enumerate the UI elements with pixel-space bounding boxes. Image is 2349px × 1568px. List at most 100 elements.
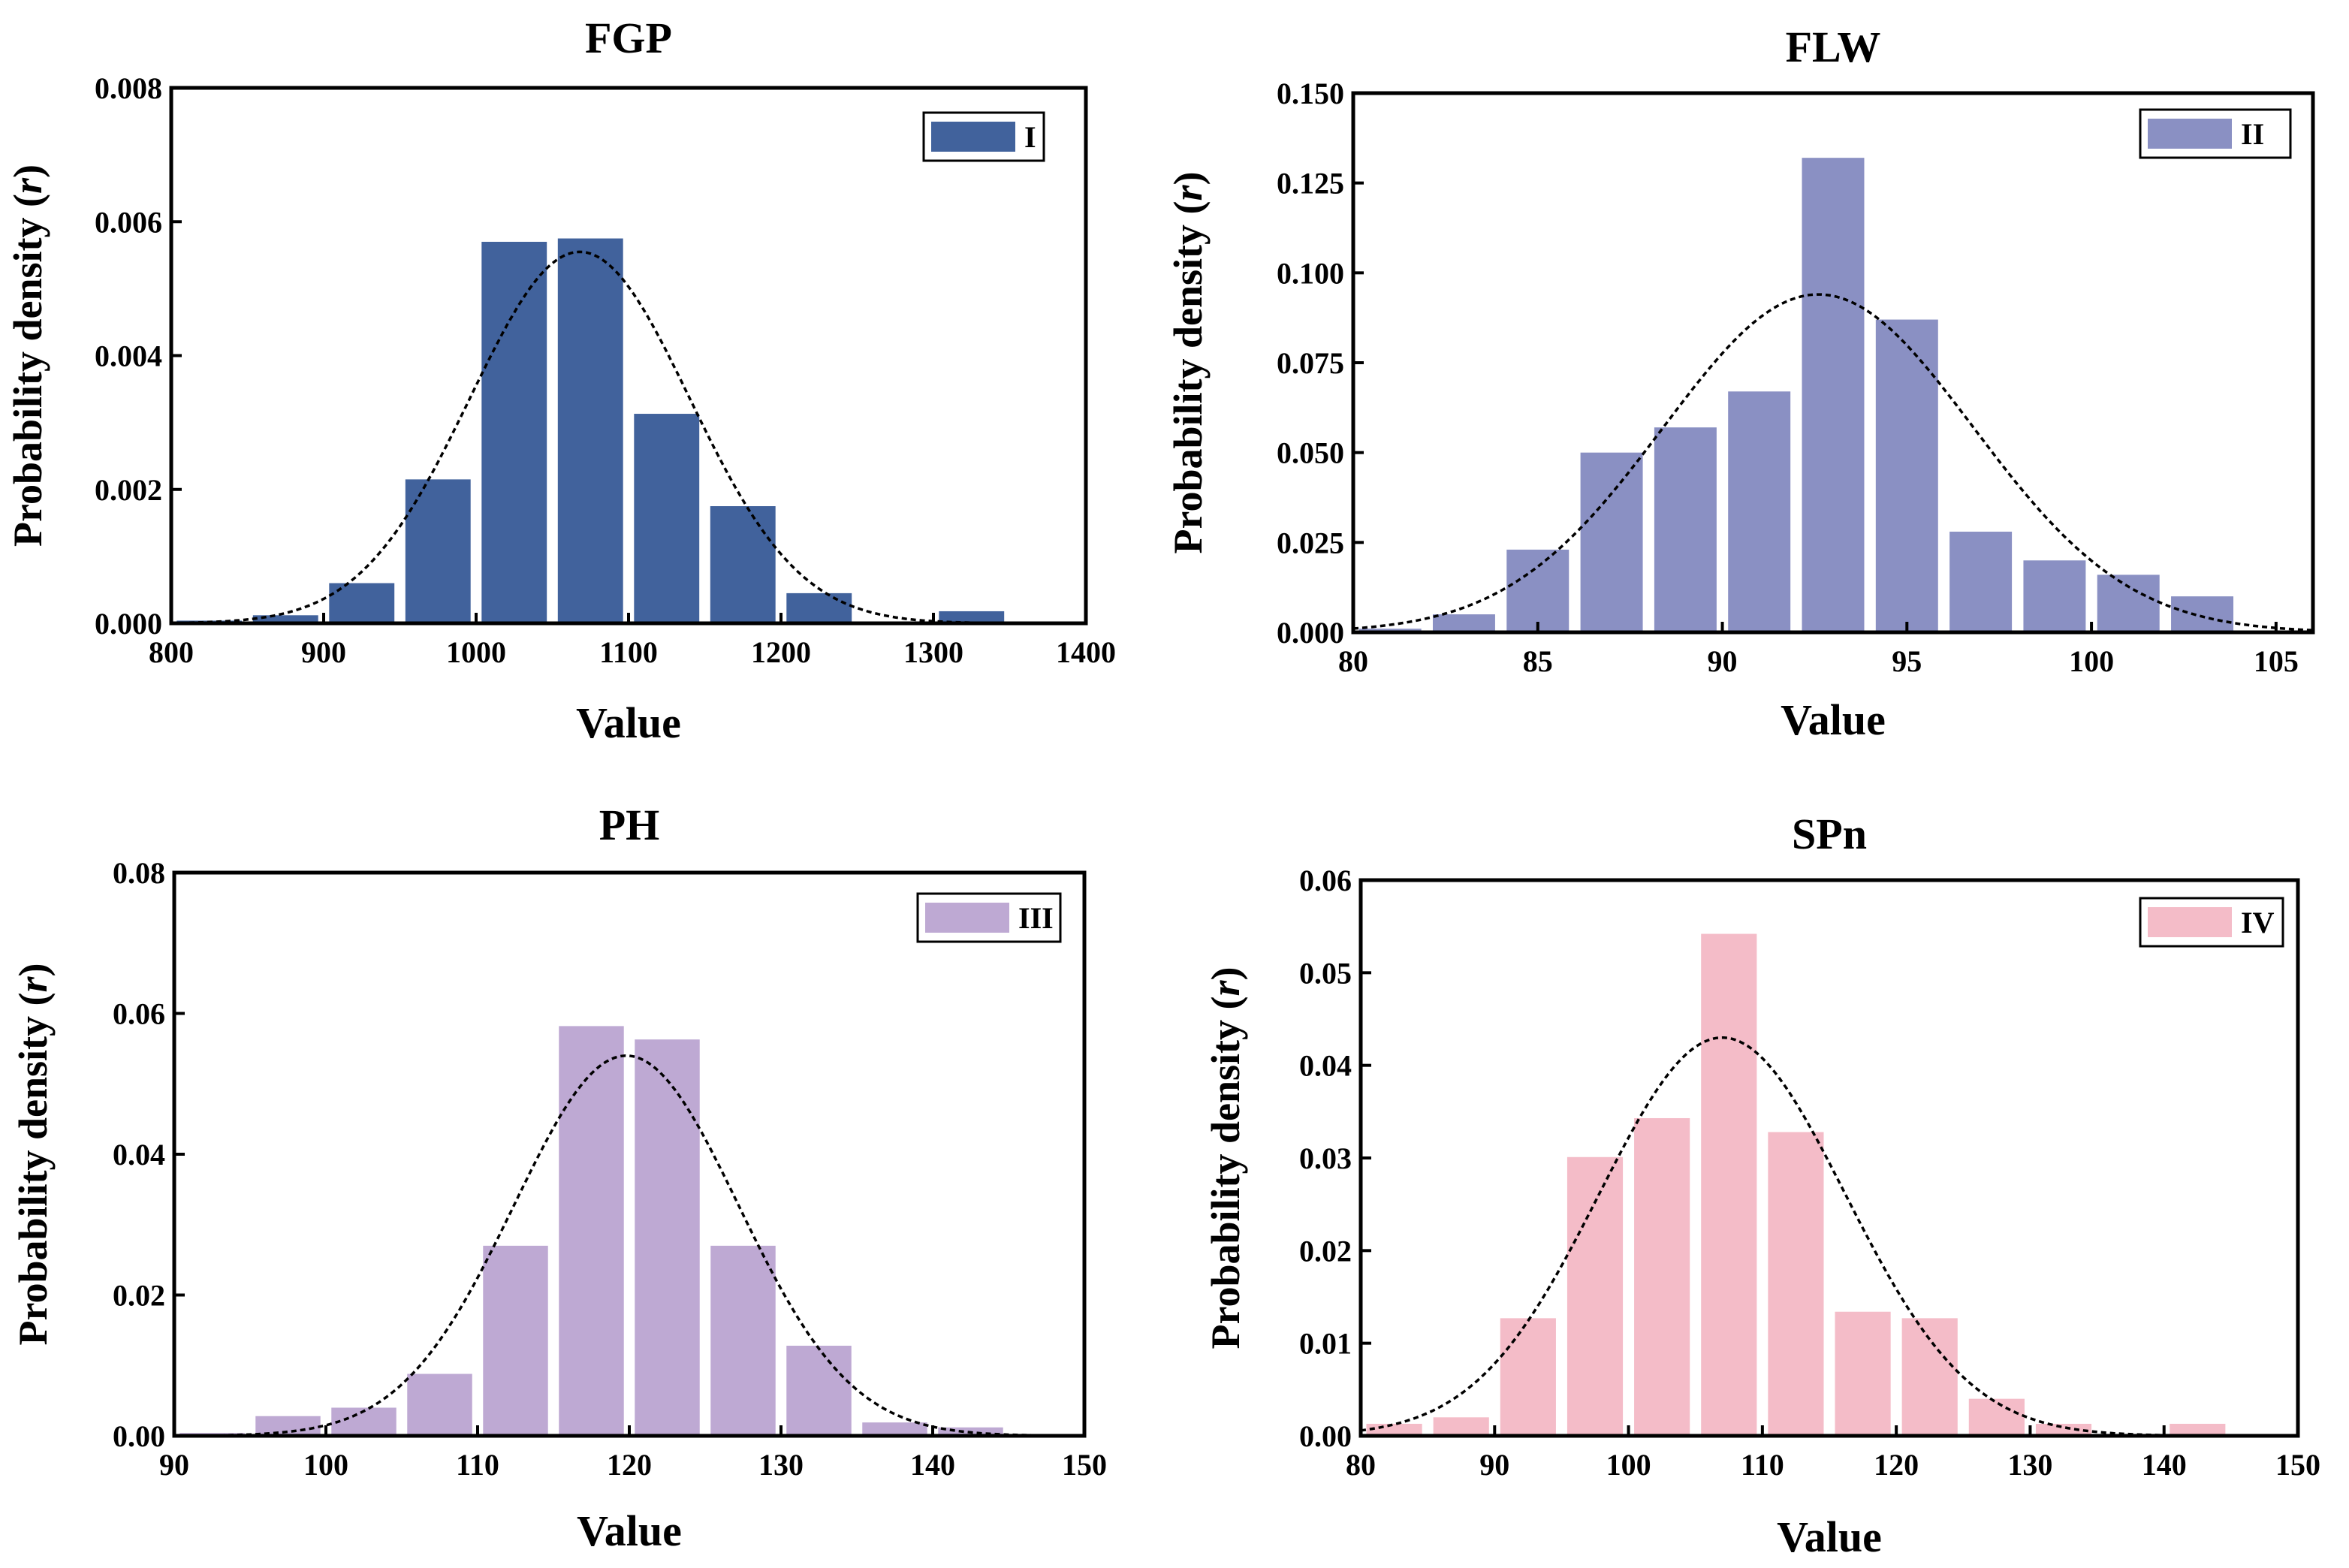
histogram-bar [1500,1318,1556,1436]
histogram-bar [557,238,623,623]
y-axis-label-main: Probability density ( [1165,201,1211,553]
x-tick-label: 1300 [903,635,963,669]
histogram-bar [1654,427,1717,632]
legend-swatch [2148,907,2232,937]
x-axis-label: Value [1777,1512,1882,1561]
y-axis-label-variable: r [11,975,56,992]
y-tick-label: 0.050 [1277,436,1344,470]
histogram-bar [2170,1423,2226,1436]
histogram-bar [1580,452,1643,632]
histogram-bar [1835,1311,1891,1436]
legend-label: III [1018,901,1054,935]
x-tick-label: 130 [758,1448,804,1482]
y-tick-label: 0.04 [113,1138,165,1171]
x-tick-label: 80 [1346,1448,1376,1482]
y-tick-label: 0.000 [95,607,162,641]
y-axis-label-end: ) [1165,171,1211,185]
histogram-bar [634,414,700,623]
y-axis-label-variable: r [1165,184,1211,201]
x-axis-label: Value [1781,695,1886,744]
y-tick-label: 0.04 [1299,1049,1352,1083]
y-tick-label: 0.01 [1299,1327,1352,1361]
y-axis-label-main: Probability density ( [1203,996,1248,1349]
x-tick-label: 110 [456,1448,499,1482]
histogram-bar [481,241,547,623]
y-tick-label: 0.06 [113,997,165,1031]
x-tick-label: 105 [2254,644,2299,678]
legend: II [2139,108,2292,159]
x-tick-label: 90 [1479,1448,1509,1482]
histogram-bar [862,1422,927,1436]
y-tick-label: 0.025 [1277,526,1344,559]
x-tick-label: 140 [910,1448,955,1482]
histogram-bar [1875,319,1938,632]
chart-title: PH [599,801,660,849]
x-tick-label: 100 [2069,644,2114,678]
y-tick-label: 0.004 [95,339,162,373]
y-axis-label-main: Probability density ( [5,194,50,547]
chart-title: FLW [1786,23,1881,71]
x-tick-label: 110 [1741,1448,1784,1482]
x-tick-label: 130 [2007,1448,2052,1482]
chart-title: FGP [585,14,672,62]
y-axis-label-end: ) [11,963,56,976]
y-tick-label: 0.100 [1277,256,1344,290]
histogram-bar [407,1374,472,1436]
histogram-bar [559,1026,624,1436]
x-tick-label: 1000 [446,635,506,669]
legend-swatch [2148,119,2232,149]
normal-fit-curve [1352,293,2314,632]
x-tick-label: 100 [303,1448,348,1482]
histogram-bar [2171,596,2234,632]
legend: I [922,111,1045,162]
legend-swatch [925,903,1009,933]
histogram-bar [2035,1423,2092,1436]
x-tick-label: 900 [301,635,346,669]
histogram-bar [1768,1132,1824,1436]
y-axis-label-end: ) [1203,966,1248,980]
legend-label: II [2241,117,2264,151]
x-tick-label: 150 [1062,1448,1107,1482]
y-tick-label: 0.00 [113,1419,165,1453]
y-tick-label: 0.00 [1299,1419,1352,1453]
x-tick-label: 1400 [1056,635,1116,669]
histogram-bar [786,593,852,623]
legend-label: I [1024,120,1036,154]
histogram-bar [1901,1318,1958,1436]
x-tick-label: 1200 [751,635,811,669]
histogram-bar [1433,1417,1489,1436]
y-tick-label: 0.125 [1277,167,1344,201]
histogram-bar [2023,560,2086,632]
x-tick-label: 90 [1708,644,1738,678]
x-axis-label: Value [576,698,681,747]
y-axis-label-main: Probability density ( [11,992,56,1345]
x-tick-label: 90 [159,1448,189,1482]
histogram-bar [2097,574,2160,632]
y-axis-label: Probability density (r) [1203,966,1248,1349]
x-tick-label: 85 [1523,644,1553,678]
histogram-bar [1432,614,1495,632]
x-tick-label: 120 [607,1448,652,1482]
histogram-bar [483,1245,548,1436]
x-tick-label: 1100 [599,635,658,669]
x-axis-label: Value [577,1506,682,1555]
histogram-bar [786,1346,852,1436]
y-axis-label: Probability density (r) [11,963,56,1345]
y-axis-label: Probability density (r) [1165,171,1211,553]
x-tick-label: 150 [2275,1448,2320,1482]
y-tick-label: 0.008 [95,71,162,105]
y-tick-label: 0.006 [95,205,162,239]
x-tick-label: 80 [1338,644,1368,678]
y-axis-label: Probability density (r) [5,164,50,547]
y-tick-label: 0.02 [113,1279,165,1313]
y-tick-label: 0.075 [1277,346,1344,380]
legend-swatch [931,122,1015,152]
histogram-bar [1728,391,1791,632]
y-axis-label-end: ) [5,164,50,178]
chart-title: SPn [1792,810,1867,858]
y-axis-label-variable: r [5,177,50,194]
legend: IV [2139,897,2284,948]
